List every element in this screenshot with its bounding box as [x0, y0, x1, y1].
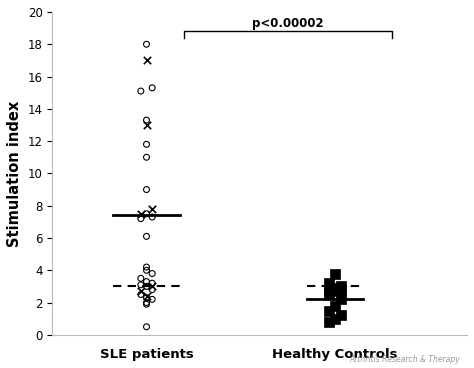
Point	[326, 319, 333, 325]
Point	[137, 282, 145, 288]
Y-axis label: Stimulation index: Stimulation index	[7, 100, 22, 247]
Point	[337, 287, 345, 293]
Point	[148, 283, 156, 289]
Point	[331, 270, 339, 276]
Point	[148, 85, 156, 91]
Point	[337, 283, 345, 289]
Point	[331, 316, 339, 322]
Point	[137, 88, 145, 94]
Point	[331, 288, 339, 294]
Point	[143, 233, 150, 239]
Point	[326, 290, 333, 296]
Point	[143, 117, 150, 123]
Point	[148, 287, 156, 293]
Point	[143, 283, 150, 289]
Point	[148, 296, 156, 302]
Point	[143, 41, 150, 47]
Point	[331, 303, 339, 309]
Point	[137, 211, 145, 217]
Point	[143, 211, 150, 217]
Point	[337, 296, 345, 302]
Point	[148, 270, 156, 276]
Point	[143, 295, 150, 301]
Point	[143, 57, 150, 63]
Text: p<0.00002: p<0.00002	[252, 17, 324, 30]
Point	[326, 280, 333, 286]
Point	[143, 324, 150, 330]
Point	[143, 154, 150, 160]
Point	[148, 214, 156, 220]
Point	[143, 293, 150, 299]
Point	[143, 301, 150, 307]
Point	[337, 312, 345, 318]
Point	[148, 206, 156, 212]
Point	[143, 264, 150, 270]
Point	[143, 300, 150, 305]
Text: Arthritis Research & Therapy: Arthritis Research & Therapy	[349, 355, 460, 364]
Point	[143, 267, 150, 273]
Point	[137, 216, 145, 222]
Point	[137, 291, 145, 297]
Point	[326, 287, 333, 293]
Point	[137, 275, 145, 281]
Point	[143, 141, 150, 147]
Point	[143, 122, 150, 128]
Point	[143, 279, 150, 284]
Point	[148, 280, 156, 286]
Point	[143, 187, 150, 192]
Point	[331, 285, 339, 291]
Point	[326, 308, 333, 314]
Point	[137, 288, 145, 294]
